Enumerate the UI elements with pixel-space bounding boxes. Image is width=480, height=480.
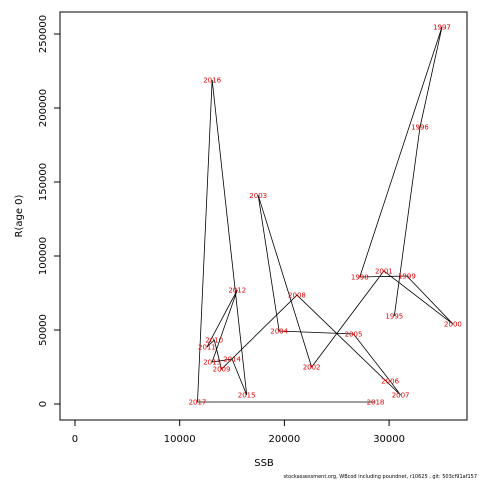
x-tick-label: 0 bbox=[72, 434, 78, 445]
year-label: 2001 bbox=[375, 267, 393, 275]
year-label: 2014 bbox=[223, 356, 241, 364]
year-label: 2002 bbox=[303, 364, 321, 372]
year-label: 2011 bbox=[198, 344, 216, 352]
y-tick-label: 0 bbox=[38, 401, 49, 407]
y-axis-label: R(age 0) bbox=[14, 194, 25, 237]
year-label: 2004 bbox=[270, 328, 288, 336]
x-tick-label: 30000 bbox=[373, 434, 405, 445]
year-label: 2015 bbox=[238, 391, 256, 399]
y-tick-label: 150000 bbox=[38, 163, 49, 201]
year-label: 2008 bbox=[288, 292, 306, 300]
year-label: 2013 bbox=[203, 358, 221, 366]
year-label: 2010 bbox=[205, 337, 223, 345]
y-tick-label: 50000 bbox=[38, 314, 49, 346]
y-tick-label: 100000 bbox=[38, 237, 49, 275]
x-axis-label: SSB bbox=[254, 458, 274, 469]
year-label: 1999 bbox=[398, 272, 416, 280]
year-label: 2005 bbox=[345, 330, 363, 338]
year-label: 1998 bbox=[351, 274, 369, 282]
year-label: 2007 bbox=[392, 392, 410, 400]
x-tick-label: 10000 bbox=[164, 434, 196, 445]
year-label: 1995 bbox=[385, 312, 403, 320]
year-label: 1996 bbox=[411, 124, 429, 132]
plot-frame bbox=[59, 11, 468, 421]
y-tick-label: 250000 bbox=[38, 15, 49, 53]
x-tick-label: 20000 bbox=[268, 434, 300, 445]
year-label: 2017 bbox=[189, 399, 207, 407]
year-label: 2012 bbox=[228, 287, 246, 295]
year-label: 2018 bbox=[367, 399, 385, 407]
year-label: 2009 bbox=[213, 366, 231, 374]
year-label: 2016 bbox=[203, 76, 221, 84]
footnote: stockassessment.org, WBcod including pou… bbox=[283, 474, 477, 480]
sr-line bbox=[197, 26, 454, 403]
year-label: 1997 bbox=[433, 24, 451, 32]
year-label: 2003 bbox=[249, 192, 267, 200]
year-label: 2000 bbox=[444, 321, 462, 329]
year-label: 2006 bbox=[381, 378, 399, 386]
y-tick-label: 200000 bbox=[38, 89, 49, 127]
